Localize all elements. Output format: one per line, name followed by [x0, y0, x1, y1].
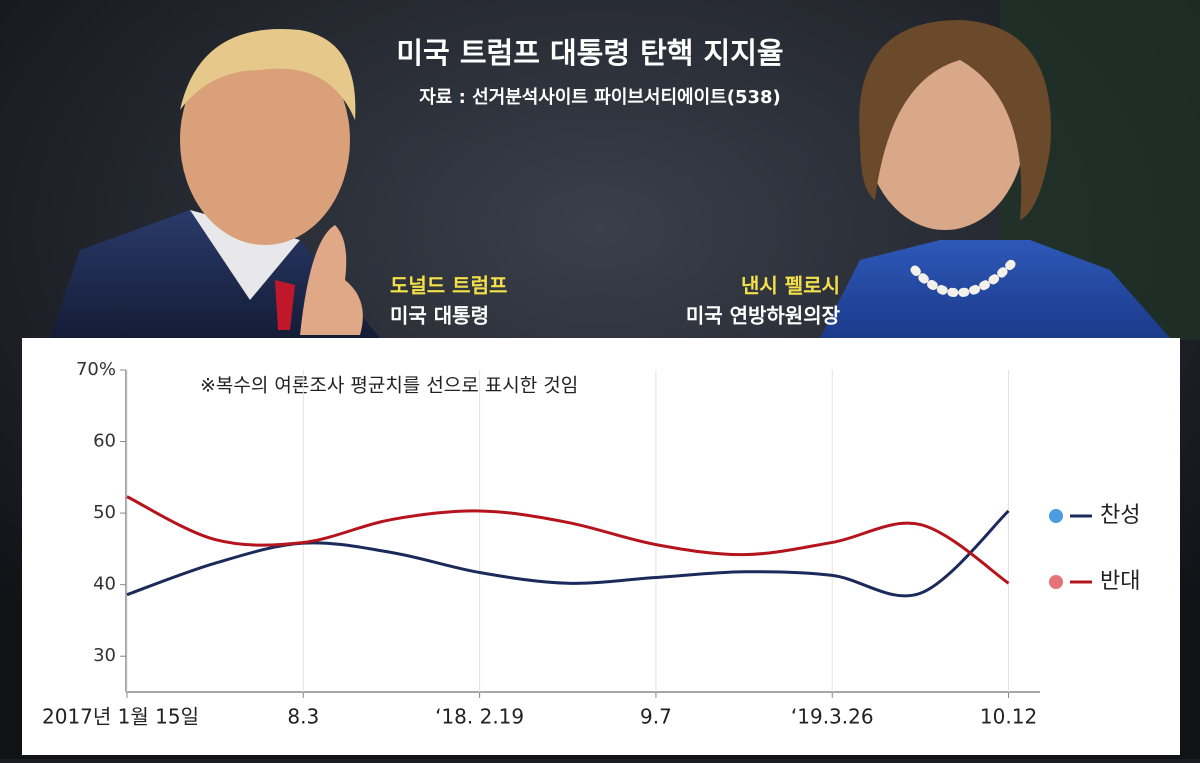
- legend-dot: [1049, 575, 1063, 589]
- series-line: [126, 509, 1010, 598]
- caption-name: 낸시 펠로시: [741, 274, 840, 298]
- chart-panel: [22, 338, 1180, 755]
- y-tick-label: 60: [93, 431, 116, 452]
- chart-subtitle: 자료 : 선거분석사이트 파이브서티에이트(538): [419, 87, 781, 108]
- legend-label: 찬성: [1100, 503, 1140, 528]
- y-tick-label: 70%: [76, 359, 116, 380]
- y-tick-label: 40: [93, 574, 116, 595]
- x-tick-label: 10.12: [980, 705, 1037, 729]
- series-line: [126, 495, 1010, 585]
- caption-role: 미국 대통령: [390, 304, 489, 328]
- chart-title: 미국 트럼프 대통령 탄핵 지지율: [396, 36, 783, 70]
- x-tick-label: ‘19.3.26: [791, 705, 874, 729]
- x-tick-label: ‘18. 2.19: [435, 705, 524, 729]
- y-tick-label: 30: [93, 645, 116, 666]
- photo-trump: [50, 29, 380, 338]
- annotation: ※복수의 여론조사 평균치를 선으로 표시한 것임: [200, 375, 578, 397]
- x-tick-label: 8.3: [287, 705, 319, 729]
- photo-pelosi: [820, 20, 1170, 338]
- legend-label: 반대: [1100, 569, 1140, 594]
- x-tick-label: 2017년 1월 15일: [42, 705, 199, 729]
- y-tick-label: 50: [93, 502, 116, 523]
- plot: 30 40 50 60 70% 2017년 1월 15일 8.3 ‘18. 2.19 9.7 ‘1…: [42, 359, 1140, 729]
- x-tick-label: 9.7: [640, 705, 672, 729]
- legend-dot: [1049, 509, 1063, 523]
- caption-role: 미국 연방하원의장: [686, 304, 841, 328]
- caption-name: 도널드 트럼프: [390, 274, 507, 298]
